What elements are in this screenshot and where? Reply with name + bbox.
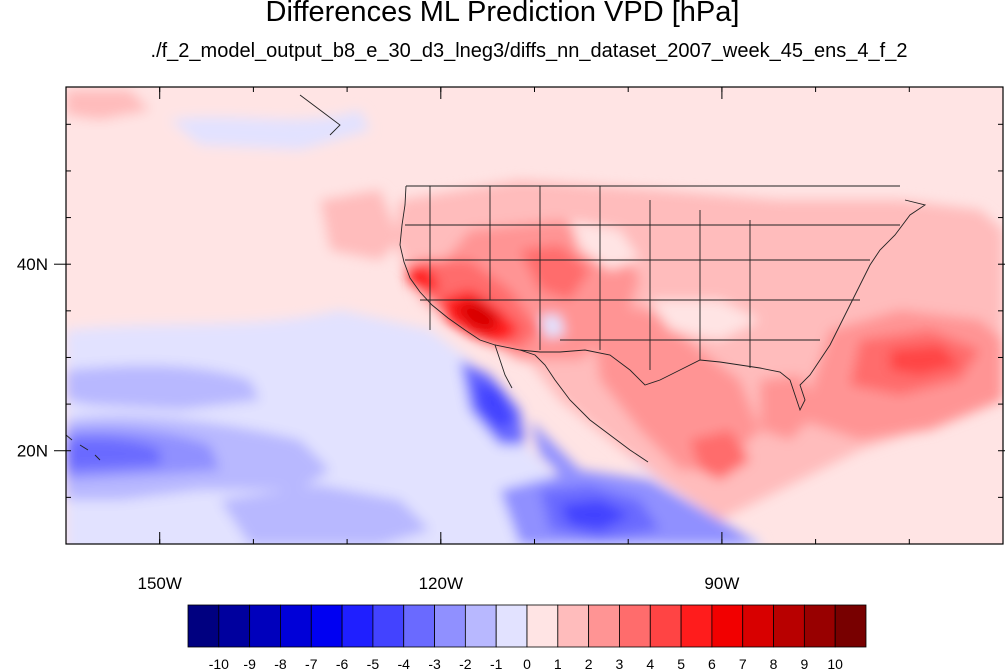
colorbar-swatch bbox=[588, 604, 620, 648]
colorbar-label: -9 bbox=[243, 656, 256, 672]
colorbar-swatch bbox=[803, 604, 836, 648]
latitude-axis: 40N 20N bbox=[17, 123, 1005, 498]
colorbar-label: 5 bbox=[677, 656, 685, 672]
colorbar-label: -8 bbox=[274, 656, 287, 672]
colorbar-label: 1 bbox=[554, 656, 562, 672]
colorbar-swatch bbox=[341, 604, 374, 648]
colorbar-swatch bbox=[280, 604, 312, 648]
colorbar-label: -7 bbox=[305, 656, 318, 672]
colorbar-swatch bbox=[742, 604, 774, 648]
colorbar-swatch bbox=[680, 604, 713, 648]
y-tick-label: 40N bbox=[17, 255, 48, 274]
colorbar-label: -10 bbox=[209, 656, 229, 672]
colorbar-label: 3 bbox=[616, 656, 624, 672]
colorbar-swatch bbox=[526, 604, 559, 648]
colorbar-swatch bbox=[218, 604, 251, 648]
colorbar-label: 7 bbox=[739, 656, 747, 672]
colorbar-swatch bbox=[249, 604, 281, 648]
colorbar-swatch bbox=[649, 604, 682, 648]
colorbar-swatch bbox=[187, 604, 220, 648]
map-title: Differences ML Prediction VPD [hPa] bbox=[265, 0, 740, 28]
x-tick-label: 90W bbox=[704, 574, 739, 593]
vpd-difference-field bbox=[66, 87, 1003, 544]
colorbar-label: -6 bbox=[336, 656, 349, 672]
colorbar-label: -3 bbox=[428, 656, 441, 672]
colorbar-label: -1 bbox=[490, 656, 503, 672]
colorbar-label: 2 bbox=[585, 656, 593, 672]
colorbar-label: -4 bbox=[398, 656, 411, 672]
colorbar-swatch bbox=[834, 604, 867, 648]
colorbar-label: 4 bbox=[646, 656, 654, 672]
colorbar-swatch bbox=[403, 604, 435, 648]
colorbar-label: 6 bbox=[708, 656, 716, 672]
map-subtitle: ./f_2_model_output_b8_e_30_d3_lneg3/diff… bbox=[150, 40, 908, 62]
colorbar-swatch bbox=[310, 604, 343, 648]
y-tick-label: 20N bbox=[17, 442, 48, 461]
colorbar-label: 9 bbox=[800, 656, 808, 672]
colorbar-swatch bbox=[557, 604, 590, 648]
colorbar-label: 10 bbox=[827, 656, 843, 672]
longitude-axis: 150W 120W 90W bbox=[65, 87, 1004, 593]
colorbar-label: -5 bbox=[367, 656, 380, 672]
colorbar-swatch bbox=[372, 604, 405, 648]
colorbar-swatch bbox=[619, 604, 651, 648]
colorbar-swatch bbox=[711, 604, 744, 648]
x-tick-label: 120W bbox=[419, 574, 463, 593]
colorbar-swatch bbox=[495, 604, 528, 648]
colorbar-label: 8 bbox=[770, 656, 778, 672]
colorbar-label: -2 bbox=[459, 656, 472, 672]
colorbar-label: 0 bbox=[523, 656, 531, 672]
coastlines-borders bbox=[66, 94, 927, 463]
colorbar-swatch bbox=[464, 604, 497, 648]
colorbar-swatch bbox=[434, 604, 466, 648]
colorbar-swatch bbox=[773, 604, 805, 648]
x-tick-label: 150W bbox=[137, 574, 181, 593]
colorbar: -10 -9 -8 -7 -6 -5 -4 -3 -2 -1 0 1 2 3 4 5 6 7 8 9 10 bbox=[187, 604, 867, 672]
